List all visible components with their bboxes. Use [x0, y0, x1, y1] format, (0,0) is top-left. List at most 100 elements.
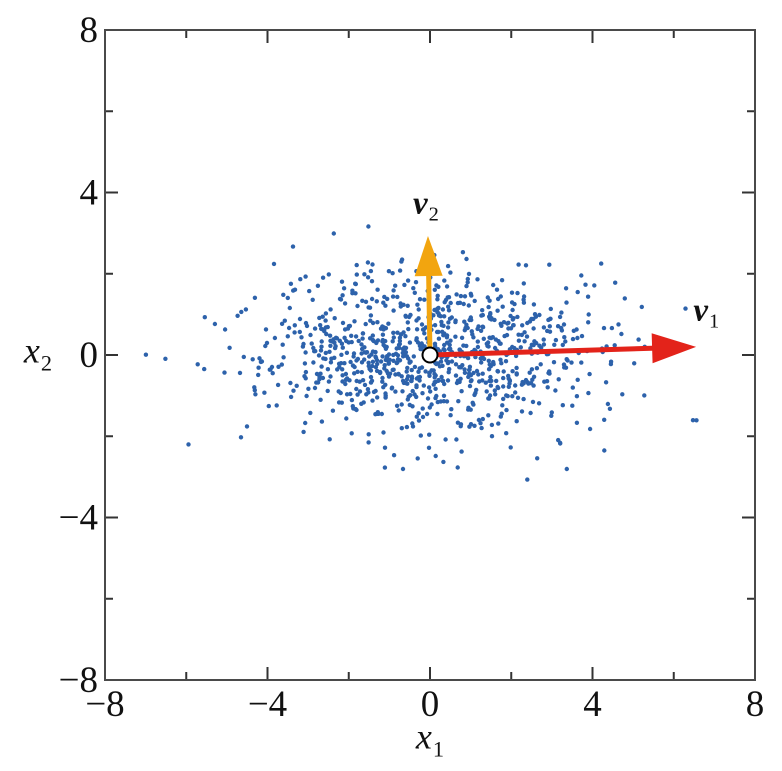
- data-point: [457, 379, 462, 385]
- data-point: [464, 322, 469, 327]
- data-point: [515, 290, 520, 296]
- data-point: [440, 307, 446, 312]
- data-point: [564, 466, 569, 472]
- data-point: [414, 383, 419, 388]
- data-point: [380, 375, 385, 381]
- data-point: [639, 304, 644, 310]
- data-point: [487, 298, 492, 303]
- data-point: [495, 368, 500, 374]
- data-point: [303, 320, 309, 326]
- data-point: [612, 343, 617, 348]
- data-point: [387, 371, 393, 376]
- data-point: [501, 369, 506, 374]
- data-point: [489, 434, 495, 439]
- data-point: [478, 328, 484, 333]
- data-point: [480, 378, 485, 383]
- data-point: [542, 379, 547, 384]
- data-point: [325, 388, 330, 394]
- data-point: [405, 320, 410, 325]
- data-point: [380, 379, 385, 384]
- data-point: [414, 318, 419, 323]
- data-point: [522, 339, 527, 344]
- data-point: [350, 363, 356, 368]
- data-point: [317, 377, 322, 382]
- data-point: [336, 361, 342, 366]
- data-point: [285, 295, 290, 301]
- data-point: [403, 334, 408, 339]
- data-point: [357, 389, 363, 394]
- data-point: [405, 278, 411, 283]
- data-point: [537, 312, 542, 318]
- data-point: [364, 392, 369, 397]
- data-point: [363, 299, 369, 304]
- data-point: [453, 318, 458, 323]
- data-point: [362, 345, 367, 350]
- data-point: [462, 367, 467, 372]
- data-point: [416, 411, 421, 416]
- data-point: [441, 459, 446, 465]
- data-point: [390, 367, 395, 373]
- data-point: [448, 270, 453, 275]
- data-point: [279, 362, 284, 367]
- data-point: [528, 410, 533, 416]
- data-point: [253, 392, 258, 397]
- data-point: [432, 375, 437, 380]
- data-point: [252, 388, 257, 393]
- data-point: [407, 314, 412, 320]
- data-point: [459, 389, 464, 394]
- data-point: [417, 366, 422, 371]
- data-point: [475, 344, 481, 350]
- data-point: [395, 330, 400, 335]
- data-point: [367, 305, 373, 310]
- data-point: [294, 383, 299, 388]
- data-point: [433, 395, 438, 401]
- data-point: [327, 333, 333, 338]
- data-point: [384, 356, 389, 361]
- data-point: [390, 339, 395, 344]
- data-point: [466, 303, 471, 308]
- data-point: [414, 327, 420, 332]
- data-point: [360, 298, 365, 303]
- data-point: [446, 370, 451, 375]
- data-point: [504, 407, 509, 413]
- data-point: [285, 334, 290, 339]
- data-point: [395, 353, 401, 358]
- data-point: [462, 370, 468, 375]
- data-point: [473, 390, 478, 396]
- data-point: [402, 349, 407, 354]
- data-point: [405, 397, 410, 402]
- data-point: [694, 418, 699, 423]
- data-point: [547, 262, 552, 267]
- data-point: [349, 431, 354, 436]
- v2-arrow-shaft: [426, 271, 433, 356]
- data-point: [499, 323, 504, 328]
- data-point: [538, 362, 543, 367]
- data-point: [143, 352, 149, 357]
- data-point: [256, 372, 261, 378]
- data-point: [373, 354, 378, 359]
- data-point: [399, 374, 404, 379]
- data-point: [435, 411, 440, 417]
- data-point: [374, 340, 379, 346]
- data-point: [501, 396, 506, 402]
- data-point: [414, 414, 419, 419]
- data-point: [390, 294, 396, 299]
- data-point: [368, 318, 373, 323]
- data-point: [391, 352, 396, 358]
- data-point: [465, 280, 470, 285]
- data-point: [291, 288, 296, 293]
- data-point: [369, 279, 375, 284]
- data-point: [353, 291, 358, 296]
- y-tick-label: −4: [59, 498, 98, 539]
- data-point: [462, 319, 467, 324]
- data-point: [360, 336, 365, 341]
- data-point: [592, 283, 597, 288]
- data-point: [312, 349, 317, 354]
- data-point: [421, 327, 427, 332]
- data-point: [632, 361, 637, 366]
- data-point: [417, 297, 423, 302]
- data-point: [505, 321, 510, 326]
- data-point: [616, 322, 621, 327]
- data-point: [422, 344, 427, 349]
- data-point: [385, 296, 390, 302]
